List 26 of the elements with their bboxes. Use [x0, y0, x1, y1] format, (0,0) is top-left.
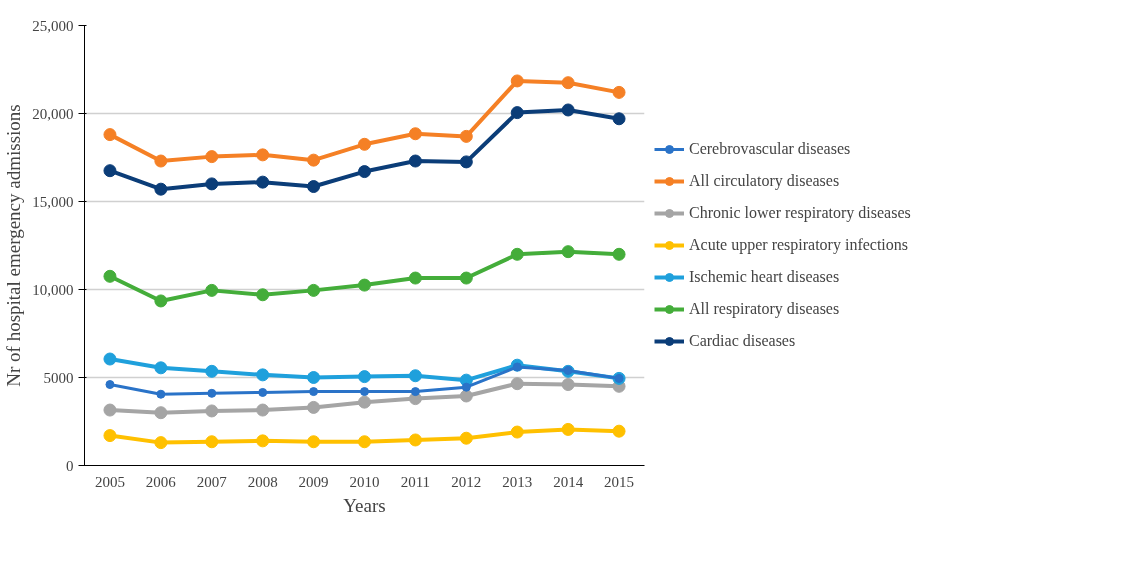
- y-tick-label: 5000: [43, 369, 74, 386]
- legend-label: Chronic lower respiratory diseases: [689, 204, 911, 222]
- x-tick-label: 2014: [553, 473, 584, 490]
- y-tick-label: 25,000: [32, 17, 74, 34]
- y-tick-label: 0: [66, 457, 74, 474]
- x-tick-label: 2012: [451, 473, 482, 490]
- x-tick-label: 2015: [604, 473, 635, 490]
- x-tick-label: 2010: [349, 473, 380, 490]
- x-tick-label: 2011: [400, 473, 431, 490]
- y-tick-label: 20,000: [32, 105, 74, 122]
- y-tick-label: 10,000: [32, 281, 74, 298]
- y-tick-label: 15,000: [32, 193, 74, 210]
- legend-label: Cardiac diseases: [689, 332, 796, 350]
- x-tick-label: 2006: [145, 473, 177, 490]
- legend-label: Ischemic heart diseases: [689, 268, 840, 286]
- legend-label: Acute upper respiratory infections: [689, 236, 909, 254]
- x-tick-label: 2009: [298, 473, 329, 490]
- legend-label: Cerebrovascular diseases: [689, 140, 851, 158]
- x-tick-label: 2013: [502, 473, 533, 490]
- x-axis-title: Years: [343, 494, 386, 516]
- x-tick-label: 2007: [196, 473, 228, 490]
- x-tick-label: 2008: [247, 473, 278, 490]
- y-axis-title: Nr of hospital emergency admissions: [3, 104, 25, 387]
- x-tick-label: 2005: [94, 473, 125, 490]
- legend-label: All circulatory diseases: [689, 172, 840, 190]
- legend-label: All respiratory diseases: [689, 300, 840, 318]
